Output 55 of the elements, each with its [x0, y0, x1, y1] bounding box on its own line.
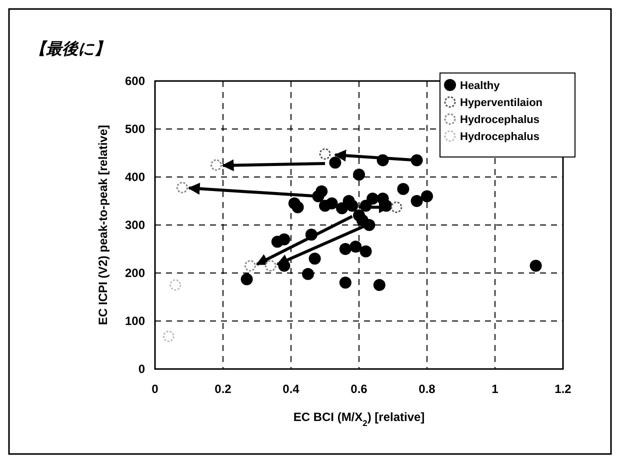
- x-axis-title: EC BCI (M/X$_{2}$) [relative]: [293, 410, 425, 428]
- legend-label: Healthy: [460, 80, 501, 92]
- point: [360, 245, 372, 258]
- point: [240, 273, 253, 286]
- y-tick-label: 500: [124, 122, 146, 136]
- point: [410, 195, 423, 207]
- point: [353, 168, 365, 181]
- x-tick-label: 1.2: [554, 382, 572, 396]
- point: [366, 192, 379, 205]
- point: [170, 279, 182, 291]
- point: [530, 260, 542, 272]
- point: [346, 200, 358, 212]
- y-tick-label: 100: [124, 314, 146, 328]
- y-tick-label: 400: [124, 170, 146, 184]
- point: [319, 148, 331, 160]
- point: [176, 182, 188, 194]
- point: [339, 276, 352, 289]
- y-tick-label: 200: [124, 266, 146, 280]
- point: [373, 279, 386, 291]
- legend-label: Hyperventilaion: [460, 97, 543, 109]
- point: [302, 268, 314, 280]
- point: [390, 201, 402, 213]
- point: [244, 260, 256, 272]
- y-tick-label: 0: [138, 362, 146, 376]
- point: [326, 197, 338, 210]
- point: [421, 190, 433, 202]
- point: [308, 252, 321, 265]
- x-tick-label: 0.6: [350, 382, 368, 396]
- point: [350, 240, 362, 253]
- y-axis-title: EC ICPI (V2) peak-to-peak [relative]: [96, 124, 110, 326]
- x-tick-label: 0: [152, 382, 159, 396]
- point: [360, 200, 372, 212]
- legend-label: Hydrocephalus: [460, 131, 540, 143]
- point: [339, 243, 352, 255]
- point: [264, 260, 276, 272]
- point: [397, 183, 410, 195]
- point: [329, 156, 342, 169]
- y-tick-label: 600: [124, 74, 146, 88]
- y-tick-label: 300: [124, 218, 146, 232]
- point: [410, 154, 423, 166]
- point: [278, 260, 290, 272]
- chart-title: 【最後に】: [30, 39, 110, 58]
- point: [316, 185, 328, 198]
- x-tick-label: 0.4: [282, 382, 300, 396]
- point: [305, 228, 318, 241]
- point: [210, 159, 222, 171]
- x-tick-label: 0.2: [214, 382, 232, 396]
- x-tick-label: 0.8: [418, 382, 436, 396]
- legend-label: Hydrocephalus: [460, 114, 540, 126]
- point: [292, 201, 304, 214]
- x-tick-label: 1: [492, 382, 499, 396]
- point: [376, 154, 389, 166]
- point: [363, 219, 376, 231]
- point: [278, 233, 290, 246]
- point: [162, 330, 174, 342]
